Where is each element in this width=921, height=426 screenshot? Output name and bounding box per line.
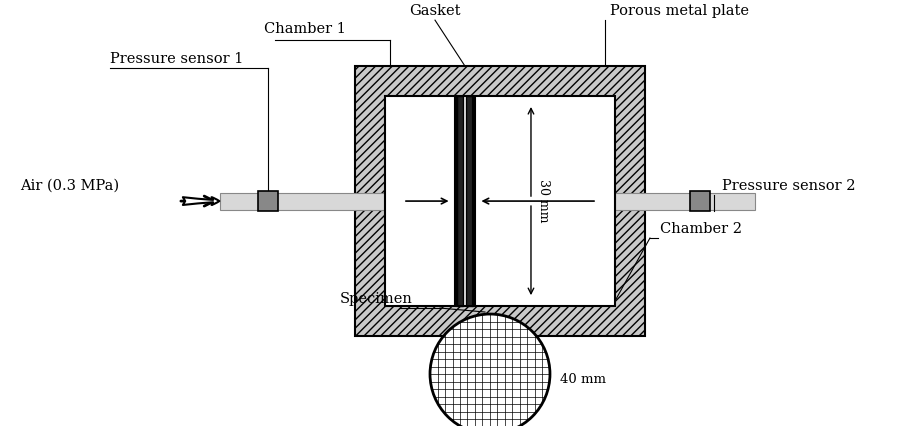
- Text: Pressure sensor 2: Pressure sensor 2: [722, 179, 856, 193]
- Text: Porous metal plate: Porous metal plate: [610, 4, 749, 18]
- Bar: [220, 193, 385, 210]
- Circle shape: [430, 314, 550, 426]
- Text: Gasket: Gasket: [409, 4, 460, 18]
- Text: Pressure sensor 1: Pressure sensor 1: [111, 52, 243, 66]
- Bar: [475, 96, 615, 306]
- Bar: [457, 96, 463, 306]
- Bar: [463, 96, 467, 306]
- Bar: [355, 66, 645, 336]
- Bar: [258, 191, 278, 211]
- Text: 30 mm: 30 mm: [537, 179, 550, 223]
- Bar: [690, 191, 710, 211]
- Text: 40 mm: 40 mm: [560, 372, 606, 386]
- Text: Chamber 2: Chamber 2: [660, 222, 742, 236]
- Bar: [385, 96, 455, 306]
- Text: Specimen: Specimen: [340, 292, 413, 306]
- Text: Air (0.3 MPa): Air (0.3 MPa): [20, 179, 120, 193]
- Bar: [615, 193, 755, 210]
- Bar: [467, 96, 473, 306]
- Text: Chamber 1: Chamber 1: [264, 22, 346, 36]
